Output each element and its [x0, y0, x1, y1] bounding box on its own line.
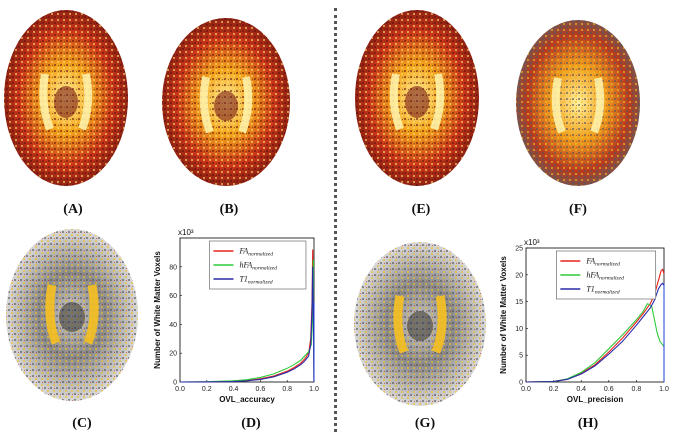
- series-line-T1_normalized: [179, 266, 315, 383]
- x-tick-label: 0.6: [604, 386, 614, 393]
- y-tick-label: 15: [515, 299, 523, 306]
- y-multiplier-label: x10³: [524, 238, 540, 247]
- legend-box: [209, 240, 307, 290]
- series-line-hFA_normalized: [179, 259, 315, 383]
- x-tick-label: 0.2: [549, 386, 559, 393]
- y-tick-label: 0: [519, 380, 523, 387]
- chart-h: 0.0 0.2 0.4 0.6 0.8 1.0 0 5 10 15 20 25 OVL_precisio…: [499, 238, 669, 404]
- brain-f-graphic: [516, 20, 640, 186]
- x-tick-label: 0.0: [521, 386, 531, 393]
- legend-entry: hFAnormalized: [239, 261, 277, 272]
- y-tick-label: 40: [169, 322, 177, 329]
- panel-label-a: (A): [63, 202, 83, 217]
- brain-image-c: [2, 225, 142, 405]
- legend-entry: T1normalized: [586, 285, 619, 296]
- y-axis-label: Number of White Matter Voxels: [499, 256, 508, 374]
- panel-label-d: (D): [241, 416, 261, 431]
- x-tick-label: 0.4: [576, 386, 586, 393]
- panel-label-e: (E): [411, 202, 431, 217]
- y-tick-label: 80: [169, 264, 177, 271]
- panel-divider: [334, 8, 337, 432]
- brain-image-g: [350, 238, 490, 410]
- legend-entry: FAnormalized: [238, 247, 273, 258]
- y-axis-label: Number of White Matter Voxels: [153, 251, 162, 369]
- y-tick-label: 20: [169, 351, 177, 358]
- panel-label-f: (F): [569, 202, 587, 217]
- brain-g-graphic: [354, 242, 486, 406]
- brain-image-a: [0, 4, 135, 192]
- y-tick-label: 0: [173, 380, 177, 387]
- x-tick-label: 0.6: [256, 386, 266, 393]
- brain-a-graphic: [4, 10, 128, 186]
- brain-image-f: [512, 14, 644, 192]
- brain-b-graphic: [162, 18, 290, 186]
- x-tick-label: 0.2: [202, 386, 212, 393]
- y-multiplier-label: x10³: [178, 228, 194, 237]
- y-tick-label: 10: [515, 326, 523, 333]
- brain-e-graphic: [355, 10, 479, 186]
- panel-label-c: (C): [72, 416, 92, 431]
- series-line-T1_normalized: [525, 282, 665, 383]
- x-tick-label: 1.0: [309, 386, 319, 393]
- legend-entry: FAnormalized: [585, 257, 620, 268]
- x-axis-label: OVL_accuracy: [219, 395, 275, 404]
- x-tick-label: 0.8: [282, 386, 292, 393]
- y-tick-label: 25: [515, 246, 523, 253]
- y-tick-label: 20: [515, 272, 523, 279]
- brain-image-e: [350, 4, 485, 192]
- series-line-hFA_normalized: [525, 302, 665, 383]
- x-axis-label: OVL_precision: [567, 395, 624, 404]
- panel-label-g: (G): [414, 416, 436, 431]
- panel-label-h: (H): [577, 416, 599, 431]
- x-tick-label: 0.8: [632, 386, 642, 393]
- brain-c-graphic: [6, 229, 138, 401]
- brain-image-b: [158, 12, 294, 192]
- y-tick-label: 60: [169, 293, 177, 300]
- legend-entry: hFAnormalized: [586, 271, 624, 282]
- y-tick-label: 5: [519, 353, 523, 360]
- panel-label-b: (B): [219, 202, 239, 217]
- chart-d: 0.0 0.2 0.4 0.6 0.8 1.0 0 20 40 60 80 OVL_accuracy N…: [153, 228, 319, 404]
- x-tick-label: 1.0: [659, 386, 669, 393]
- legend-entry: T1normalized: [239, 275, 272, 286]
- x-tick-label: 0.0: [175, 386, 185, 393]
- x-tick-label: 0.4: [229, 386, 239, 393]
